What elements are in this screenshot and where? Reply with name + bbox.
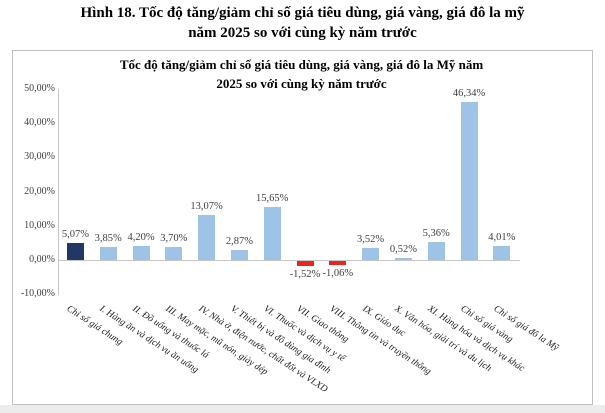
bar-7	[263, 206, 281, 260]
bar-6	[230, 250, 248, 260]
figure-title: Hình 18. Tốc độ tăng/giảm chỉ số giá tiê…	[0, 3, 605, 44]
y-axis-tick-label: 40,00%	[24, 117, 55, 129]
y-axis-tick-label: 20,00%	[24, 185, 55, 197]
chart-title-line2: 2025 so với cùng kỳ năm trước	[216, 75, 387, 91]
bar-5	[198, 215, 216, 260]
bar-value-label: -1,06%	[322, 267, 354, 279]
bar-value-label: 4,20%	[127, 231, 155, 243]
y-axis-line	[58, 89, 59, 295]
bar-8	[296, 261, 314, 267]
plot-area: 50,00% 40,00% 30,00% 20,00% 10,00% 0,00% -10,0…	[13, 51, 592, 404]
bar-4	[165, 247, 183, 260]
bottom-gray-strip	[0, 405, 605, 413]
chart-container: Tốc độ tăng/giảm chỉ số giá tiêu dùng, g…	[12, 50, 593, 405]
y-axis-tick-label: 0,00%	[29, 254, 55, 265]
bar-9	[329, 261, 347, 265]
bar-value-label: 46,34%	[452, 87, 486, 99]
bar-value-label: 5,07%	[61, 228, 89, 240]
x-axis-category-label: Chỉ số giá chung	[64, 304, 125, 348]
zero-gridline	[58, 260, 520, 261]
bar-value-label: 3,70%	[160, 233, 188, 245]
bar-2	[99, 246, 117, 260]
bar-value-label: 2,87%	[225, 236, 253, 248]
bar-value-label: 5,36%	[422, 227, 450, 239]
chart-title-line1: Tốc độ tăng/giảm chỉ số giá tiêu dùng, g…	[119, 57, 484, 72]
bar-value-label: 13,07%	[190, 201, 223, 213]
bar-value-label: 0,52%	[389, 244, 417, 255]
bar-1	[66, 242, 84, 260]
y-axis-tick-label: 30,00%	[24, 151, 55, 163]
bar-value-label: 15,65%	[256, 192, 289, 204]
bar-10	[362, 247, 380, 260]
y-axis-tick-label: 10,00%	[24, 219, 55, 231]
bar-value-label: 3,52%	[357, 233, 385, 245]
figure-title-line1: Hình 18. Tốc độ tăng/giảm chỉ số giá tiê…	[80, 5, 525, 21]
bar-3	[132, 245, 150, 260]
y-axis-tick-label: -10,00%	[20, 288, 55, 300]
figure-title-line2: năm 2025 so với cùng kỳ năm trước	[188, 25, 417, 42]
bar-value-label: 3,85%	[94, 232, 122, 244]
y-axis-tick-label: 50,00%	[24, 83, 55, 95]
bar-14	[493, 246, 511, 260]
bar-13	[460, 101, 478, 260]
chart-title: Tốc độ tăng/giảm chỉ số giá tiêu dùng, g…	[59, 56, 544, 94]
bar-value-label: -1,52%	[289, 269, 321, 281]
bar-11	[394, 258, 412, 260]
bar-value-label: 4,01%	[488, 232, 516, 244]
bar-12	[427, 241, 445, 260]
